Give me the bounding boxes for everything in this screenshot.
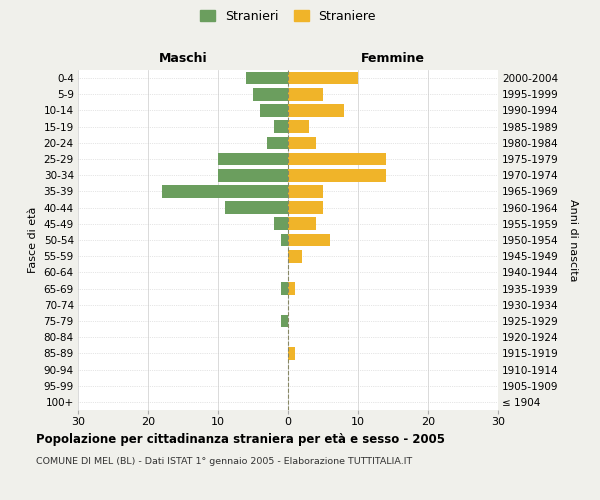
Text: Maschi: Maschi [158,52,208,65]
Bar [274,218,288,230]
Bar [288,104,344,117]
Bar [260,104,288,117]
Bar [288,218,316,230]
Bar [225,202,288,214]
Bar [288,202,323,214]
Text: Femmine: Femmine [361,52,425,65]
Bar [253,88,288,101]
Bar [288,72,358,85]
Bar [288,234,330,246]
Y-axis label: Anni di nascita: Anni di nascita [568,198,578,281]
Bar [267,136,288,149]
Bar [281,234,288,246]
Bar [288,88,323,101]
Text: COMUNE DI MEL (BL) - Dati ISTAT 1° gennaio 2005 - Elaborazione TUTTITALIA.IT: COMUNE DI MEL (BL) - Dati ISTAT 1° genna… [36,458,412,466]
Bar [288,152,386,166]
Bar [246,72,288,85]
Bar [288,250,302,262]
Legend: Stranieri, Straniere: Stranieri, Straniere [196,6,380,26]
Text: Popolazione per cittadinanza straniera per età e sesso - 2005: Popolazione per cittadinanza straniera p… [36,432,445,446]
Bar [218,152,288,166]
Bar [162,185,288,198]
Bar [288,282,295,295]
Bar [288,169,386,181]
Bar [274,120,288,133]
Bar [281,282,288,295]
Bar [288,136,316,149]
Bar [288,347,295,360]
Bar [288,120,309,133]
Y-axis label: Fasce di età: Fasce di età [28,207,38,273]
Bar [218,169,288,181]
Bar [288,185,323,198]
Bar [281,314,288,328]
